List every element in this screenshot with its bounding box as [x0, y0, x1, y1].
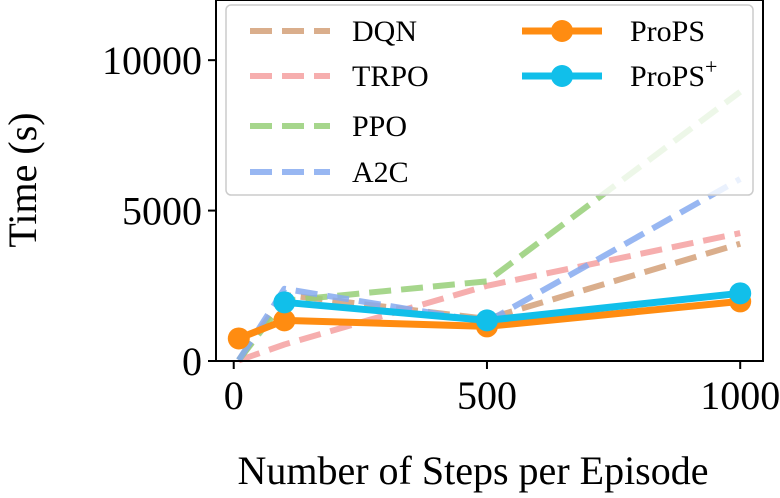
series-4-point: [227, 327, 250, 350]
series-5-point: [475, 309, 498, 332]
legend-label: DQN: [352, 15, 417, 48]
legend-frame: [225, 4, 754, 196]
series-3: [236, 176, 742, 362]
series-layer: [227, 89, 752, 364]
y-axis-label: Time (s): [0, 112, 45, 247]
series-line-4: [237, 297, 741, 342]
legend-entry-1: TRPO: [250, 60, 429, 93]
y-tick-label: 0: [182, 339, 202, 384]
legend-marker: [551, 65, 573, 87]
legend-label: ProPS: [630, 15, 705, 48]
legend-marker: [551, 20, 573, 42]
y-tick-label: 10000: [102, 38, 202, 83]
series-5-point: [729, 282, 752, 305]
x-axis-label: Number of Steps per Episode: [237, 448, 708, 493]
legend-label-superscript: +: [705, 54, 717, 79]
y-tick-label: 5000: [122, 189, 202, 234]
legend-entry-3: A2C: [250, 156, 409, 189]
x-tick-label: 0: [224, 373, 244, 418]
series-1: [237, 230, 741, 364]
series-line-3: [236, 176, 742, 362]
series-4: [227, 290, 752, 350]
x-tick-label: 500: [457, 373, 517, 418]
series-line-1: [237, 230, 741, 364]
legend-entry-2: PPO: [250, 110, 407, 143]
legend: DQN TRPO PPO A2C ProPS ProPS+: [225, 4, 754, 196]
series-5: [273, 282, 752, 332]
legend-label: A2C: [352, 156, 409, 189]
series-5-point: [273, 291, 296, 314]
plot-frame: [215, 0, 764, 362]
legend-entry-0: DQN: [250, 15, 417, 48]
legend-entry-4: ProPS: [522, 15, 705, 48]
legend-entry-5: ProPS+: [522, 54, 717, 93]
series-4-point: [273, 309, 296, 332]
legend-label: PPO: [352, 110, 407, 143]
x-tick-label: 1000: [700, 373, 780, 418]
legend-label: ProPS+: [630, 54, 717, 93]
legend-label: TRPO: [352, 60, 429, 93]
